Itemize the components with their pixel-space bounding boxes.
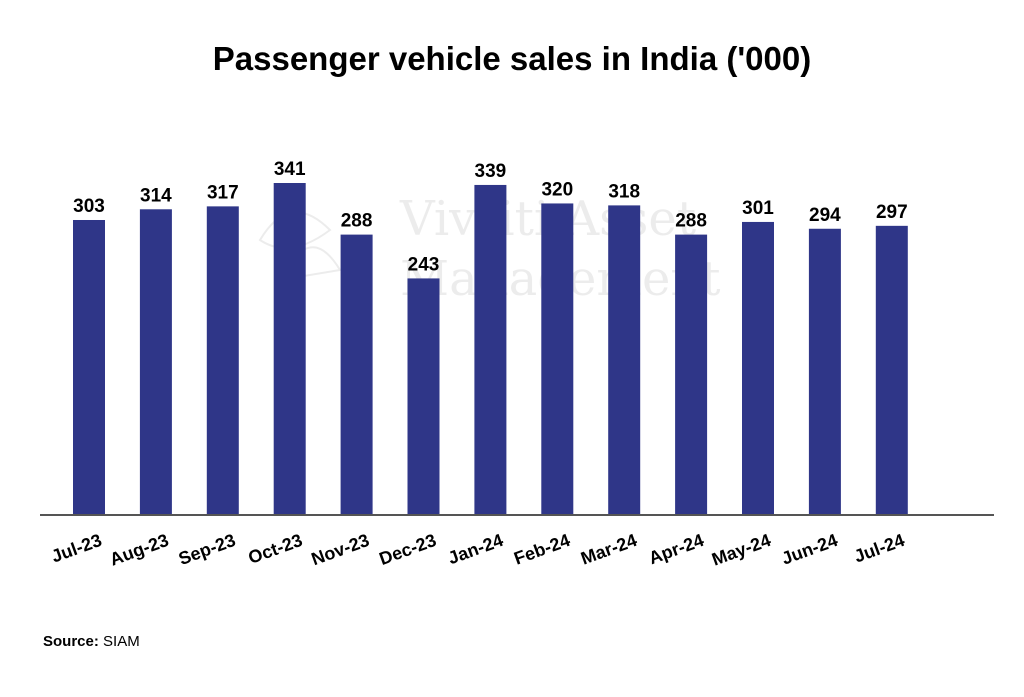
value-label-May-24: 301 [742, 198, 774, 219]
value-label-Jun-24: 294 [809, 205, 841, 226]
x-tick-May-24: May-24 [709, 530, 773, 570]
value-label-Oct-23: 341 [274, 159, 306, 180]
bar-Mar-24 [608, 205, 641, 516]
bar-Oct-23 [273, 183, 306, 515]
value-label-Sep-23: 317 [207, 182, 239, 203]
x-tick-Nov-23: Nov-23 [309, 530, 372, 569]
value-label-Feb-24: 320 [541, 179, 573, 200]
x-tick-Oct-23: Oct-23 [246, 530, 305, 568]
bar-Dec-23 [407, 278, 440, 515]
source-note: Source: SIAM [43, 633, 140, 650]
bar-Aug-23 [139, 209, 172, 515]
bar-Feb-24 [541, 203, 574, 516]
source-value: SIAM [103, 633, 140, 650]
bar-Nov-23 [340, 234, 373, 515]
bar-Apr-24 [675, 234, 708, 515]
bar-Jul-24 [875, 225, 908, 515]
x-tick-Aug-23: Aug-23 [107, 530, 171, 570]
source-label: Source: [43, 633, 99, 650]
bar-May-24 [742, 221, 774, 515]
bar-Sep-23 [206, 206, 239, 515]
bar-Jan-24 [474, 184, 507, 516]
x-tick-Sep-23: Sep-23 [176, 530, 238, 569]
value-label-Aug-23: 314 [140, 185, 172, 206]
x-tick-Jul-24: Jul-24 [851, 530, 907, 567]
value-labels-layer: 303 314 317 341 288 243 339 320 318 288 301 294 297 [73, 159, 908, 275]
bars-layer [73, 183, 908, 516]
value-label-Apr-24: 288 [675, 211, 707, 232]
x-tick-Apr-24: Apr-24 [646, 530, 706, 568]
value-label-Jan-24: 339 [475, 161, 507, 182]
x-tick-Jun-24: Jun-24 [779, 530, 840, 569]
x-tick-Mar-24: Mar-24 [578, 530, 639, 569]
value-label-Jul-24: 297 [876, 202, 908, 223]
chart-title: Passenger vehicle sales in India ('000) [212, 40, 812, 77]
x-tick-labels-layer: Jul-23 Aug-23 Sep-23 Oct-23 Nov-23 Dec-23 Jan-… [49, 530, 908, 570]
x-tick-Dec-23: Dec-23 [377, 530, 439, 569]
x-tick-Feb-24: Feb-24 [511, 530, 572, 569]
value-label-Dec-23: 243 [408, 254, 440, 275]
bar-Jul-23 [73, 219, 105, 515]
bar-Jun-24 [808, 228, 841, 516]
value-label-Jul-23: 303 [73, 196, 105, 217]
value-label-Nov-23: 288 [341, 211, 373, 232]
x-tick-Jul-23: Jul-23 [49, 530, 105, 567]
x-tick-Jan-24: Jan-24 [445, 530, 505, 568]
value-label-Mar-24: 318 [608, 181, 640, 202]
